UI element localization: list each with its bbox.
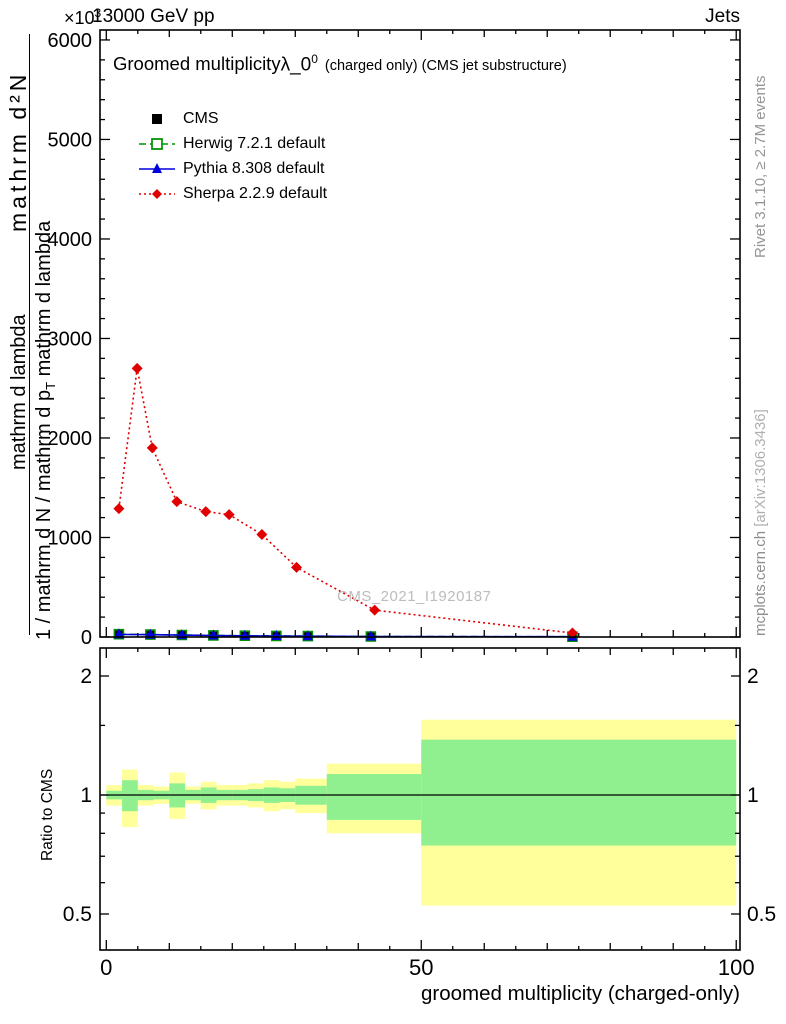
y-axis-scale-factor: ×103 <box>64 6 101 29</box>
sherpa-data-marker <box>223 509 235 521</box>
legend-cms-glyph <box>152 113 162 124</box>
main-frame <box>99 29 741 638</box>
cms-marker-icon <box>138 110 176 128</box>
sherpa-data-marker <box>566 627 578 639</box>
legend-label: CMS <box>183 109 219 127</box>
mcplots-attribution: mcplots.cern.ch [arXiv:1306.3436] <box>752 409 769 636</box>
analysis-watermark: CMS_2021_I1920187 <box>337 588 492 605</box>
tick-labels: 0 1000 2000 3000 4000 5000 6000 0.5 0.5 1 1 2 2 0 50 10… <box>48 30 777 980</box>
herwig-marker-icon <box>138 135 176 153</box>
ratio-y-tick-label: 1 <box>80 784 92 807</box>
legend-sherpa-glyph <box>139 188 175 199</box>
legend-herwig-glyph <box>139 137 175 150</box>
scale-exponent: 3 <box>94 6 102 20</box>
pythia-marker-icon <box>138 160 176 178</box>
sherpa-data-marker <box>291 561 303 573</box>
ratio-y-tick-label: 0.5 <box>63 903 92 926</box>
sherpa-data-marker <box>171 496 183 508</box>
legend-label: Sherpa 2.2.9 default <box>183 184 328 202</box>
main-y-tick-label: 6000 <box>48 30 93 52</box>
legend-pythia-glyph <box>139 162 175 173</box>
ratio-frame <box>99 647 741 951</box>
main-y-tick-label: 4000 <box>48 229 93 251</box>
scale-base: ×10 <box>64 8 95 28</box>
sherpa-data-marker <box>200 506 212 518</box>
sherpa-data-marker <box>146 442 158 454</box>
green-band <box>326 774 422 820</box>
herwig-data-marker <box>113 628 125 640</box>
legend-item-sherpa: Sherpa 2.2.9 default <box>138 181 327 206</box>
legend: CMS Herwig 7.2.1 default Pythia 8.308 de… <box>138 106 327 206</box>
x-tick-label: 50 <box>409 955 433 980</box>
main-y-tick-label: 2000 <box>48 428 93 450</box>
legend-label: Herwig 7.2.1 default <box>183 134 326 152</box>
sherpa-data-marker <box>131 362 143 374</box>
x-tick-label: 100 <box>718 955 755 980</box>
x-axis-label: groomed multiplicity (charged-only) <box>420 982 740 1005</box>
ratio-y-tick-label-right: 2 <box>747 665 759 688</box>
pythia-data-marker <box>365 630 376 641</box>
sherpa-data-marker <box>369 604 381 616</box>
main-y-tick-label: 0 <box>81 627 92 649</box>
sherpa-data-marker <box>256 529 268 541</box>
main-y-tick-label: 5000 <box>48 129 93 151</box>
legend-item-herwig: Herwig 7.2.1 default <box>138 131 327 156</box>
main-y-axis-label-part2: mathrm d lambda <box>8 314 30 470</box>
herwig-data-marker <box>145 629 156 640</box>
ratio-y-axis-label: Ratio to CMS <box>39 768 56 861</box>
ratio-y-tick-label-right: 1 <box>747 784 759 807</box>
ratio-y-tick-label-right: 0.5 <box>747 903 776 926</box>
plot-title: Groomed multiplicity λ_00 (charged only) (… <box>113 52 567 76</box>
sherpa-data-marker <box>113 503 125 515</box>
header-beam-energy: 13000 GeV pp <box>92 6 215 27</box>
legend-item-cms: CMS <box>138 106 327 131</box>
main-y-axis-label-numerator: mathrm d²N <box>5 70 31 232</box>
main-y-tick-label: 1000 <box>48 527 93 549</box>
main-y-axis-label-denominator: 1 / mathrm d N / mathrm d pT mathrm d la… <box>33 220 58 640</box>
pythia-data-marker <box>113 628 124 639</box>
header-category: Jets <box>705 6 740 27</box>
legend-item-pythia: Pythia 8.308 default <box>138 156 327 181</box>
y-axis-fraction-bar <box>29 34 30 635</box>
green-band <box>122 780 138 812</box>
rivet-version-note: Rivet 3.1.10, ≥ 2.7M events <box>752 75 769 259</box>
plot-title-suffix: (charged only) (CMS jet substructure) <box>324 58 567 75</box>
arxiv-reference: [arXiv:1306.3436] <box>752 409 769 527</box>
tick-marks <box>100 30 740 950</box>
plot-title-symbol: λ_00 <box>280 52 318 76</box>
series-sherpa <box>113 362 578 639</box>
herwig-data-marker <box>365 631 377 642</box>
x-tick-label: 0 <box>100 955 112 980</box>
plot-title-text: Groomed multiplicity <box>113 53 281 75</box>
ratio-y-tick-label: 2 <box>80 665 92 688</box>
ratio-uncertainty-bands <box>100 719 740 906</box>
main-y-tick-label: 3000 <box>48 328 93 350</box>
green-band <box>421 739 737 846</box>
sherpa-marker-icon <box>138 185 176 203</box>
legend-label: Pythia 8.308 default <box>183 159 325 177</box>
axes-frames <box>99 29 741 951</box>
